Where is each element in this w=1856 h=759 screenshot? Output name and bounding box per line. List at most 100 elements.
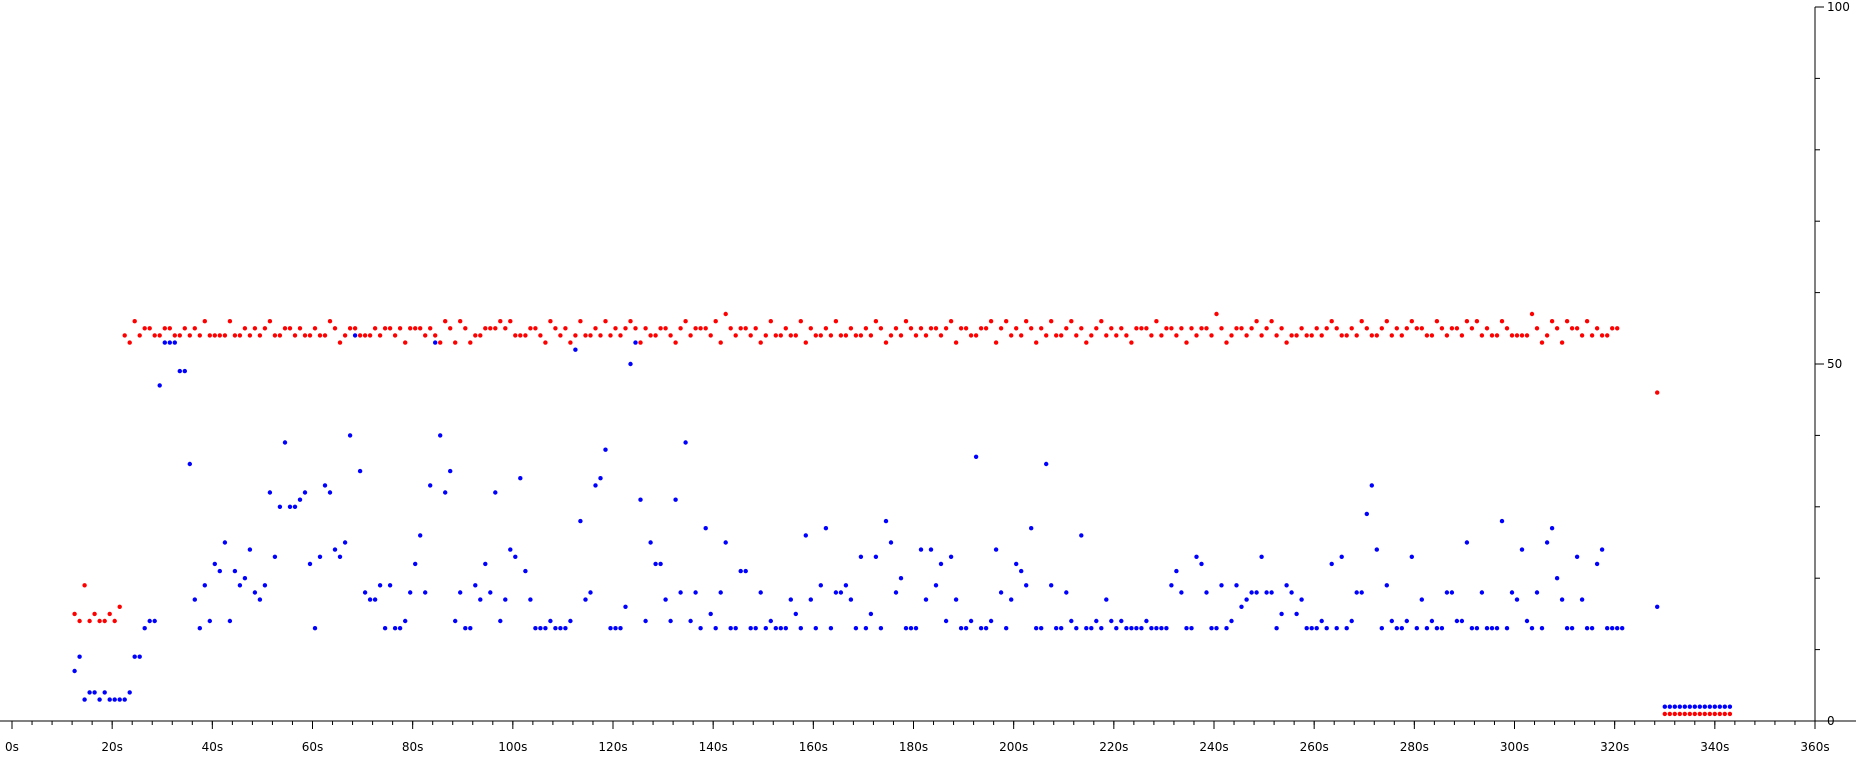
- data-point: [1264, 590, 1269, 595]
- data-point: [352, 333, 358, 338]
- data-point: [413, 561, 418, 567]
- data-point: [748, 626, 753, 631]
- data-point: [287, 326, 293, 331]
- data-point: [1439, 326, 1445, 331]
- data-point: [858, 554, 864, 559]
- data-point: [453, 340, 458, 345]
- data-point: [1023, 583, 1029, 588]
- data-point: [317, 333, 323, 338]
- data-point: [943, 618, 949, 624]
- data-point: [1149, 333, 1154, 338]
- data-point: [1144, 618, 1149, 624]
- data-point: [1164, 626, 1169, 631]
- data-point: [783, 626, 788, 631]
- data-point: [793, 611, 798, 617]
- data-point: [1149, 626, 1154, 631]
- data-point: [1544, 333, 1550, 338]
- data-point: [267, 319, 273, 324]
- data-point: [1655, 604, 1660, 609]
- data-point: [623, 326, 628, 331]
- data-point: [1374, 547, 1380, 552]
- data-point: [82, 697, 87, 702]
- data-point: [543, 340, 548, 345]
- data-point: [1474, 319, 1480, 324]
- data-point: [408, 590, 413, 595]
- data-point: [1394, 326, 1400, 331]
- data-point: [1229, 333, 1234, 338]
- data-point: [72, 668, 77, 674]
- data-point: [1677, 711, 1683, 717]
- data-point: [1414, 626, 1420, 631]
- data-point: [1284, 340, 1289, 345]
- data-point: [257, 333, 263, 338]
- data-point: [673, 340, 678, 345]
- data-point: [1254, 319, 1259, 324]
- series-1: [72, 333, 1733, 709]
- data-point: [1099, 626, 1104, 631]
- data-point: [1239, 326, 1244, 331]
- data-point: [1134, 326, 1139, 331]
- data-point: [182, 326, 187, 331]
- data-point: [933, 583, 939, 588]
- data-point: [608, 626, 613, 631]
- data-point: [1529, 626, 1535, 631]
- data-point: [182, 368, 187, 374]
- data-point: [638, 497, 643, 502]
- data-point: [1707, 704, 1713, 709]
- data-point: [377, 583, 383, 588]
- data-point: [978, 326, 984, 331]
- data-point: [633, 326, 638, 331]
- data-point: [873, 319, 879, 324]
- data-point: [1304, 626, 1309, 631]
- data-point: [1569, 626, 1575, 631]
- data-point: [192, 597, 197, 602]
- data-point: [603, 447, 608, 452]
- data-point: [1429, 333, 1435, 338]
- data-point: [508, 547, 513, 552]
- data-point: [1524, 618, 1530, 624]
- data-point: [508, 319, 513, 324]
- data-point: [327, 490, 333, 495]
- data-point: [1164, 326, 1169, 331]
- data-point: [1389, 618, 1395, 624]
- data-point: [1444, 333, 1450, 338]
- data-point: [97, 618, 102, 624]
- data-point: [1054, 333, 1059, 338]
- data-point: [1199, 326, 1204, 331]
- x-tick-label: 320s: [1600, 740, 1629, 754]
- data-point: [1129, 340, 1134, 345]
- data-point: [793, 333, 798, 338]
- data-point: [1019, 568, 1024, 574]
- data-point: [172, 340, 177, 345]
- data-point: [928, 326, 934, 331]
- data-point: [347, 433, 353, 438]
- data-point: [828, 333, 834, 338]
- data-point: [1599, 333, 1605, 338]
- data-point: [97, 697, 102, 702]
- data-point: [1549, 319, 1555, 324]
- data-point: [453, 618, 458, 624]
- data-point: [1094, 618, 1099, 624]
- data-point: [1199, 561, 1204, 567]
- data-point: [1655, 390, 1660, 395]
- data-point: [1094, 326, 1099, 331]
- data-point: [92, 690, 97, 695]
- data-point: [1509, 590, 1515, 595]
- data-point: [823, 326, 829, 331]
- data-point: [918, 326, 924, 331]
- data-point: [1454, 618, 1460, 624]
- data-point: [1579, 333, 1585, 338]
- data-point: [137, 654, 142, 659]
- data-point: [468, 626, 473, 631]
- data-point: [277, 333, 283, 338]
- data-point: [1707, 711, 1713, 717]
- data-point: [1249, 326, 1254, 331]
- data-point: [1610, 326, 1615, 331]
- x-tick-label: 20s: [101, 740, 123, 754]
- data-point: [1449, 326, 1455, 331]
- data-point: [172, 333, 177, 338]
- data-point: [1359, 590, 1364, 595]
- data-point: [1114, 626, 1119, 631]
- data-point: [1394, 626, 1400, 631]
- data-point: [1029, 326, 1034, 331]
